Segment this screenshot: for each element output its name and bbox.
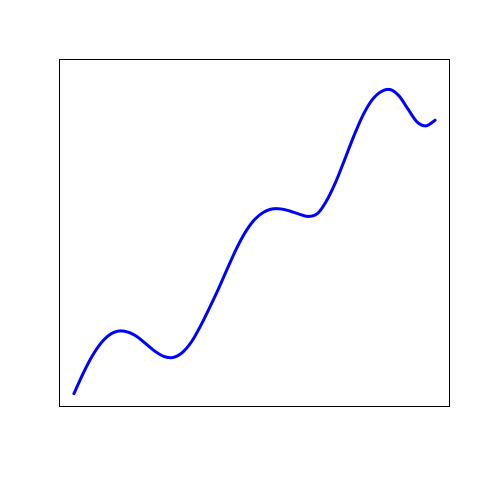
series-layer xyxy=(72,87,437,396)
plot-frame xyxy=(59,59,450,407)
series-line-1 xyxy=(72,87,437,396)
